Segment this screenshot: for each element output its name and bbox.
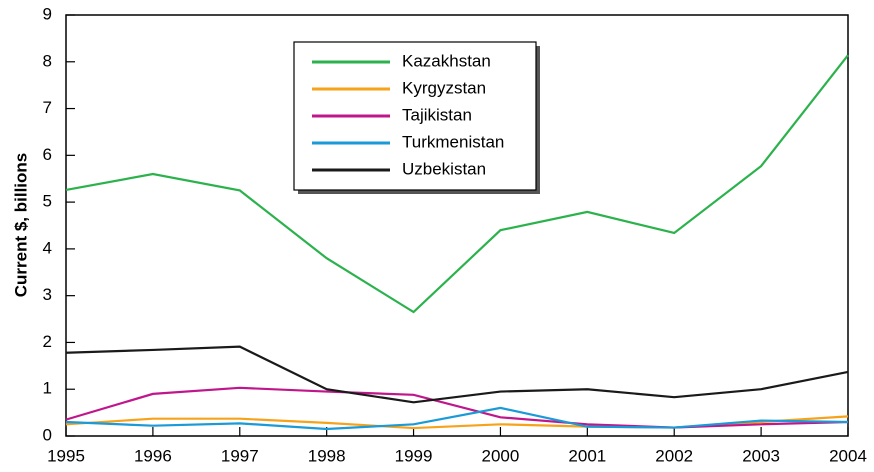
x-tick-label: 1995 — [47, 446, 85, 465]
x-tick-label: 1996 — [134, 446, 172, 465]
y-tick-label: 1 — [43, 379, 52, 398]
y-tick-label: 0 — [43, 425, 52, 444]
x-tick-label: 1997 — [221, 446, 259, 465]
x-tick-label: 2000 — [482, 446, 520, 465]
y-tick-label: 4 — [43, 238, 52, 257]
y-tick-label: 5 — [43, 192, 52, 211]
x-tick-label: 2002 — [655, 446, 693, 465]
legend-label: Kyrgyzstan — [402, 78, 486, 97]
y-tick-label: 9 — [43, 4, 52, 23]
series-line — [65, 54, 849, 314]
x-tick-label: 2004 — [829, 446, 867, 465]
y-tick-label: 8 — [43, 51, 52, 70]
legend-label: Tajikistan — [402, 105, 472, 124]
series-line — [65, 345, 849, 404]
legend — [293, 41, 537, 191]
y-axis-label: Current $, billions — [11, 153, 30, 298]
y-tick-label: 2 — [43, 332, 52, 351]
series-line — [65, 386, 849, 429]
x-tick-label: 2001 — [568, 446, 606, 465]
legend-label: Kazakhstan — [402, 51, 491, 70]
x-tick-label: 1998 — [308, 446, 346, 465]
series-line — [65, 406, 849, 431]
x-tick-label: 2003 — [742, 446, 780, 465]
plot-frame — [65, 14, 849, 437]
legend-label: Turkmenistan — [402, 132, 504, 151]
x-tick-label: 1999 — [395, 446, 433, 465]
legend-label: Uzbekistan — [402, 159, 486, 178]
y-tick-label: 7 — [43, 98, 52, 117]
y-tick-label: 3 — [43, 285, 52, 304]
y-tick-label: 6 — [43, 145, 52, 164]
